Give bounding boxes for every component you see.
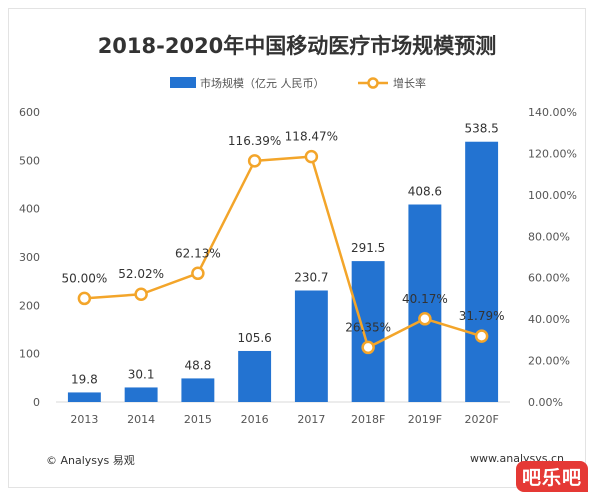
y-left-tick-label: 400	[19, 203, 40, 216]
y-right-tick-label: 60.00%	[528, 272, 570, 285]
y-left-tick-label: 200	[19, 299, 40, 312]
bar-value-label: 105.6	[237, 331, 271, 345]
growth-rate-label: 118.47%	[285, 130, 338, 144]
y-right-tick-label: 40.00%	[528, 313, 570, 326]
bar-value-label: 408.6	[408, 185, 442, 199]
y-left-tick-label: 300	[19, 251, 40, 264]
bar-value-label: 538.5	[464, 122, 498, 136]
bar-value-label: 291.5	[351, 241, 385, 255]
legend-swatch-point	[367, 77, 379, 89]
growth-rate-label: 62.13%	[175, 246, 221, 260]
x-tick-label: 2020F	[464, 413, 498, 426]
legend-label-line: 增长率	[393, 76, 426, 90]
y-left-tick-label: 100	[19, 348, 40, 361]
bar-value-label: 230.7	[294, 270, 328, 284]
growth-rate-point	[304, 149, 319, 164]
growth-rate-point	[77, 291, 92, 306]
line-series	[77, 149, 489, 355]
watermark-logo: 吧乐吧	[515, 461, 588, 492]
bar	[67, 392, 101, 402]
legend-label-bar: 市场规模（亿元 人民币）	[200, 76, 325, 90]
y-left-tick-label: 500	[19, 154, 40, 167]
y-left-tick-label: 0	[33, 396, 40, 409]
growth-rate-label: 31.79%	[459, 309, 505, 323]
bar	[181, 378, 215, 402]
growth-rate-label: 116.39%	[228, 134, 281, 148]
growth-rate-line	[84, 155, 482, 349]
y-right-tick-label: 80.00%	[528, 230, 570, 243]
growth-rate-point	[474, 329, 489, 343]
x-tick-label: 2019F	[408, 413, 442, 426]
bar	[294, 290, 328, 402]
bar	[465, 141, 499, 402]
bar	[351, 261, 385, 402]
source-left: © Analysys 易观	[46, 454, 135, 467]
growth-rate-point	[191, 266, 205, 281]
y-right-tick-label: 120.00%	[528, 147, 577, 160]
legend: 市场规模（亿元 人民币） 增长率	[170, 76, 426, 90]
bar-value-label: 30.1	[128, 367, 155, 381]
x-tick-label: 2018F	[351, 413, 385, 426]
bar	[238, 350, 272, 402]
legend-swatch-bar	[170, 77, 196, 88]
growth-rate-point	[361, 340, 375, 355]
bar-value-label: 19.8	[71, 372, 98, 386]
growth-rate-point	[134, 287, 148, 301]
y-right-tick-label: 100.00%	[528, 189, 577, 202]
growth-rate-label: 50.00%	[61, 271, 107, 285]
bar-series	[67, 141, 499, 402]
growth-rate-label: 40.17%	[402, 292, 448, 306]
chart-title: 2018-2020年中国移动医疗市场规模预测	[97, 34, 497, 58]
x-tick-label: 2014	[127, 413, 155, 426]
y-right-tick-label: 0.00%	[528, 396, 563, 409]
growth-rate-label: 26.35%	[345, 320, 391, 334]
y-right-tick-label: 140.00%	[528, 106, 577, 119]
bar	[124, 387, 158, 402]
growth-rate-label: 52.02%	[118, 267, 164, 281]
growth-rate-point	[418, 312, 432, 326]
growth-rate-point	[247, 154, 262, 168]
data-labels: 19.8 30.1 48.8 105.6 230.7 291.5 408.6 538.5 50.…	[61, 122, 504, 387]
x-tick-label: 2013	[70, 413, 98, 426]
y-left-tick-label: 600	[19, 106, 40, 119]
y-right-tick-label: 20.00%	[528, 355, 570, 368]
axes: 0 100 200 300 400 500 600 0.00% 20.00% 40.00% 60.0…	[19, 106, 577, 426]
x-tick-label: 2017	[297, 413, 325, 426]
x-tick-label: 2015	[184, 413, 212, 426]
bar	[408, 204, 442, 402]
x-tick-label: 2016	[241, 413, 269, 426]
bar-value-label: 48.8	[185, 358, 212, 372]
